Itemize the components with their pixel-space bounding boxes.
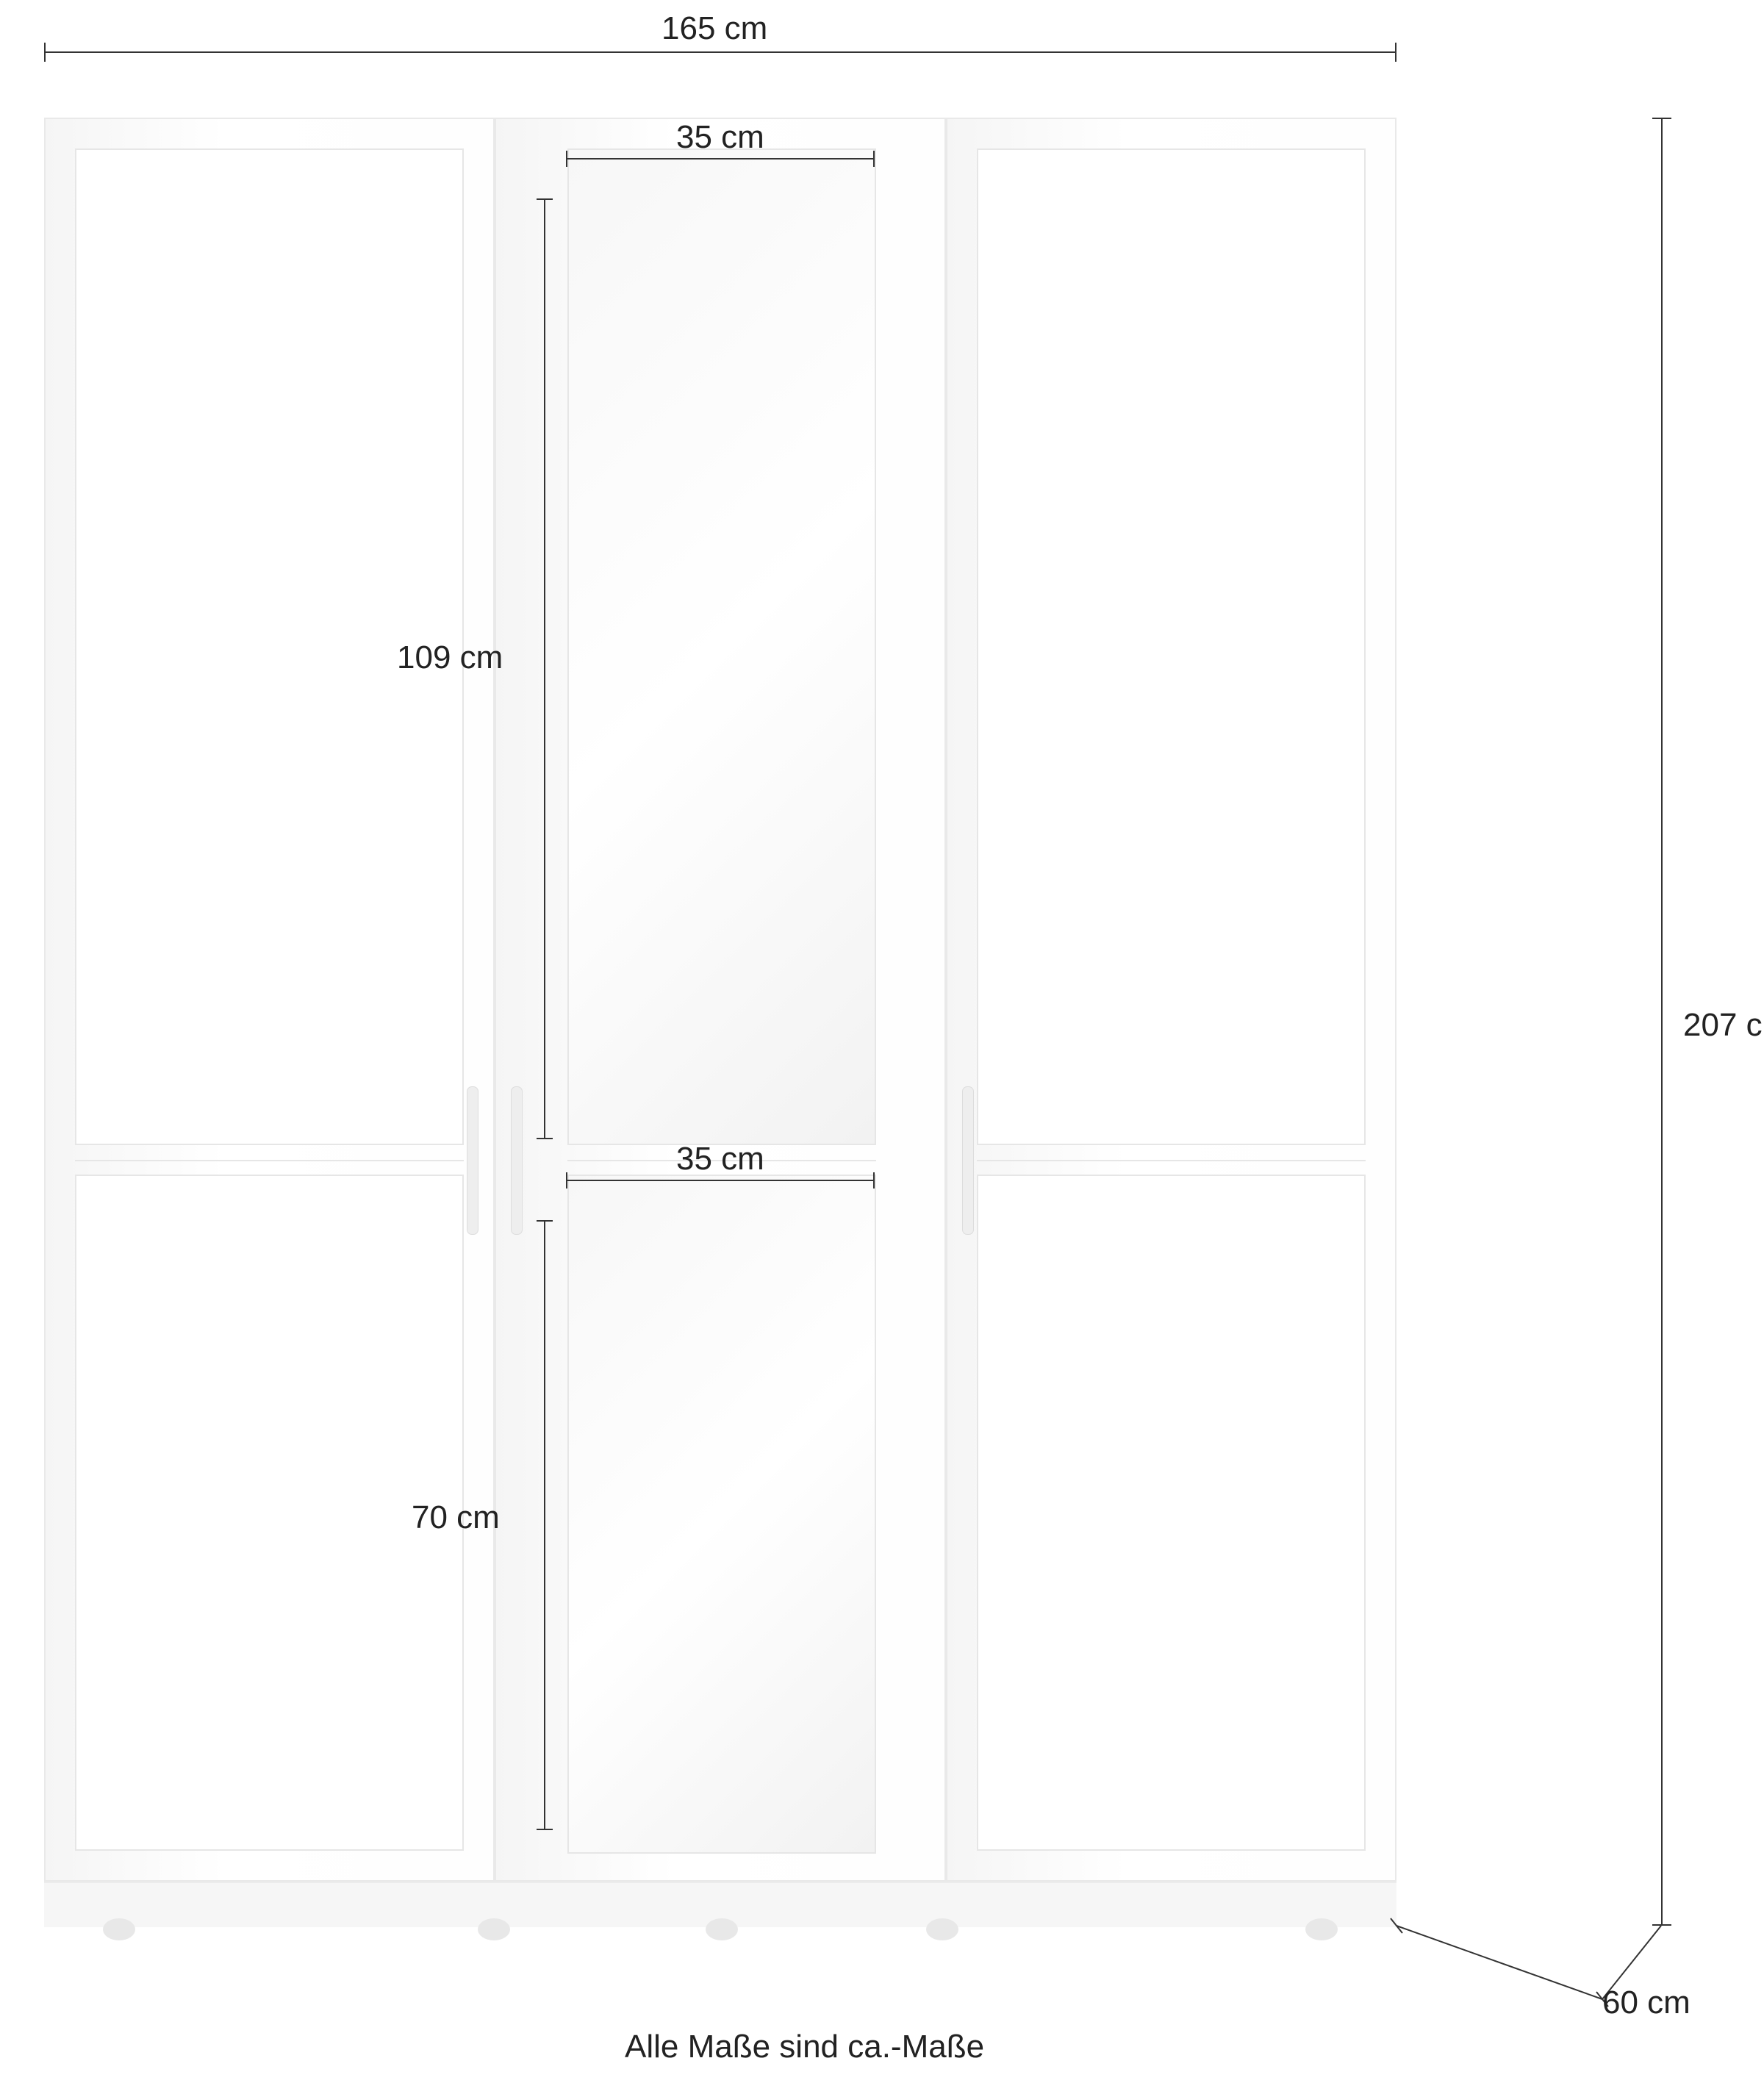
dim-overall-height-line [1661,118,1663,1926]
foot-3 [706,1918,738,1940]
dim-mirror-mid-label: 35 cm [676,1141,764,1177]
door-right-upper-inset [977,148,1366,1145]
mirror-upper [567,148,876,1145]
dim-overall-width-label: 165 cm [662,10,767,47]
door-middle-handle [511,1086,523,1235]
dim-overall-width-line [44,51,1396,53]
dim-mirror-upper-h-tick-b [537,1138,553,1139]
door-left-lower-inset [75,1175,464,1851]
dim-mirror-upper-h-label: 109 cm [397,639,503,676]
mirror-lower [567,1175,876,1854]
door-right-lower-inset [977,1175,1366,1851]
footer-note: Alle Maße sind ca.-Maße [625,2029,984,2065]
dim-mirror-lower-h-line [544,1220,545,1830]
dim-depth-label: 60 cm [1602,1985,1690,2021]
dim-overall-height-tick-b [1652,1924,1671,1926]
foot-5 [1305,1918,1338,1940]
dim-mirror-lower-h-label: 70 cm [412,1499,500,1536]
foot-2 [478,1918,510,1940]
dim-mirror-upper-h-tick-t [537,198,553,200]
door-left-handle [467,1086,478,1235]
wardrobe-body [44,118,1396,1926]
dim-mirror-mid-line [566,1180,875,1181]
door-right [946,118,1396,1882]
door-middle [495,118,946,1882]
dim-overall-width-tick-r [1395,43,1396,62]
dim-mirror-mid-tick-l [566,1172,567,1189]
dim-overall-width-tick-l [44,43,46,62]
door-left-divider [75,1160,464,1161]
door-right-handle [962,1086,974,1235]
dim-overall-height-label: 207 cm [1683,1007,1764,1044]
dim-mirror-lower-h-tick-b [537,1829,553,1830]
door-right-divider [977,1160,1366,1161]
foot-4 [926,1918,958,1940]
diagram-stage: 165 cm 35 cm 35 cm 109 cm 70 cm 207 cm 6… [0,0,1764,2083]
dim-mirror-top-line [566,158,875,159]
dim-mirror-lower-h-tick-t [537,1220,553,1222]
dim-overall-height-tick-t [1652,118,1671,119]
dim-mirror-top-tick-r [873,151,875,167]
dim-mirror-upper-h-line [544,198,545,1139]
dim-mirror-mid-tick-r [873,1172,875,1189]
dim-mirror-top-label: 35 cm [676,119,764,156]
foot-1 [103,1918,135,1940]
dim-mirror-top-tick-l [566,151,567,167]
door-left [44,118,495,1882]
